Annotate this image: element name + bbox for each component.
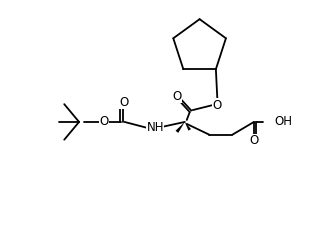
Text: O: O	[119, 96, 128, 109]
Text: O: O	[172, 90, 181, 103]
Text: O: O	[213, 99, 222, 112]
Text: O: O	[249, 134, 259, 147]
Polygon shape	[185, 122, 191, 131]
Text: OH: OH	[275, 115, 293, 128]
Text: O: O	[99, 115, 109, 128]
Polygon shape	[176, 122, 185, 133]
Text: NH: NH	[146, 121, 164, 134]
